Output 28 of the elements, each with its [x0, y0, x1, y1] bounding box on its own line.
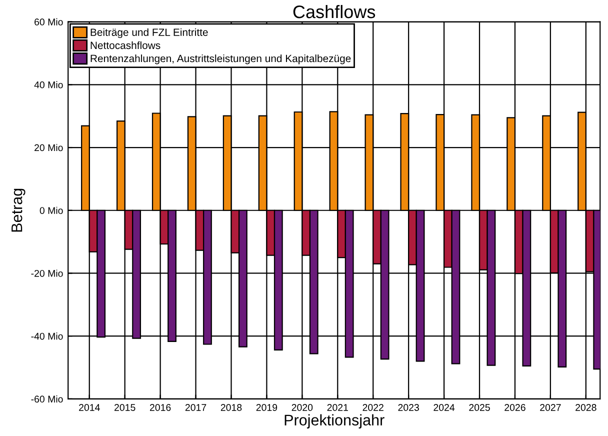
x-tick-label: 2019 [256, 404, 278, 411]
x-tick-label: 2016 [150, 404, 171, 411]
x-tick-label: 2023 [398, 404, 419, 411]
y-tick-label: 0 Mio [40, 206, 63, 214]
y-tick-label: 60 Mio [34, 18, 63, 26]
x-tick-label: 2022 [362, 404, 384, 411]
x-tick-label: 2020 [292, 404, 313, 411]
legend-label: Nettocashflows [90, 41, 160, 50]
x-tick-label: 2014 [79, 404, 100, 411]
legend-label: Rentenzahlungen, Austrittsleistungen und Kapitalbezüge [90, 54, 351, 64]
y-tick-label: 40 Mio [34, 81, 63, 88]
y-tick-label: 20 Mio [34, 144, 63, 152]
x-tick-label: 2021 [327, 404, 348, 411]
x-tick-label: 2028 [576, 404, 596, 411]
x-tick-label: 2018 [220, 404, 242, 411]
y-axis-title: Betrag [12, 188, 26, 232]
y-tick-label: -20 Mio [31, 270, 63, 277]
x-tick-label: 2017 [185, 404, 206, 411]
x-tick-label: 2015 [114, 404, 136, 411]
chart-title: Cashflows [293, 4, 376, 18]
x-tick-label: 2026 [504, 404, 526, 411]
y-tick-label: -40 Mio [31, 332, 63, 340]
x-axis-title: Projektionsjahr [284, 414, 384, 428]
x-tick-label: 2027 [540, 404, 561, 411]
x-tick-label: 2025 [469, 404, 490, 411]
x-tick-label: 2024 [434, 404, 455, 411]
legend-label: Beiträge und FZL Eintritte [90, 28, 208, 38]
y-tick-label: -60 Mio [31, 395, 63, 403]
